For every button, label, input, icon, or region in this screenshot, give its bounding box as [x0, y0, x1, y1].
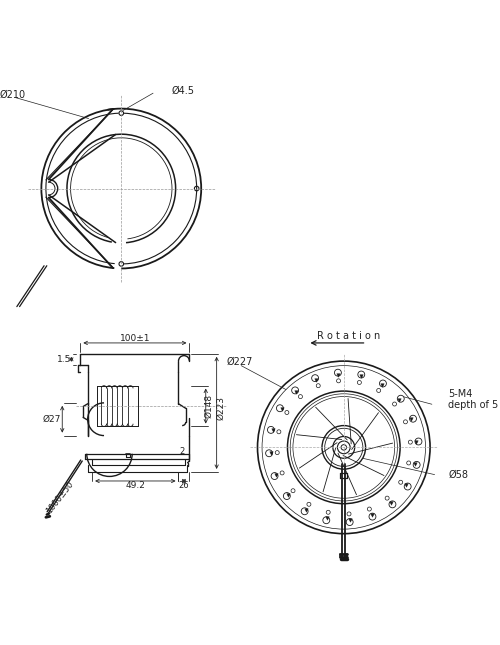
Text: Ø227: Ø227 — [226, 357, 253, 367]
Text: 1000±50: 1000±50 — [45, 479, 76, 515]
Text: 26: 26 — [178, 481, 190, 490]
Text: 100±1: 100±1 — [120, 334, 150, 343]
Text: 5-M4
depth of 5: 5-M4 depth of 5 — [448, 389, 498, 410]
Text: Ø58: Ø58 — [448, 470, 468, 480]
Text: R o t a t i o n: R o t a t i o n — [316, 331, 380, 341]
Text: 49.2: 49.2 — [126, 481, 146, 490]
Text: 2: 2 — [180, 446, 185, 455]
Text: Ø210: Ø210 — [0, 90, 26, 100]
Text: Ø148: Ø148 — [204, 394, 213, 418]
Text: 1.5: 1.5 — [57, 355, 72, 364]
Text: Ø4.5: Ø4.5 — [171, 85, 194, 95]
Text: Ø223: Ø223 — [216, 396, 226, 421]
Text: Ø27: Ø27 — [42, 415, 60, 424]
